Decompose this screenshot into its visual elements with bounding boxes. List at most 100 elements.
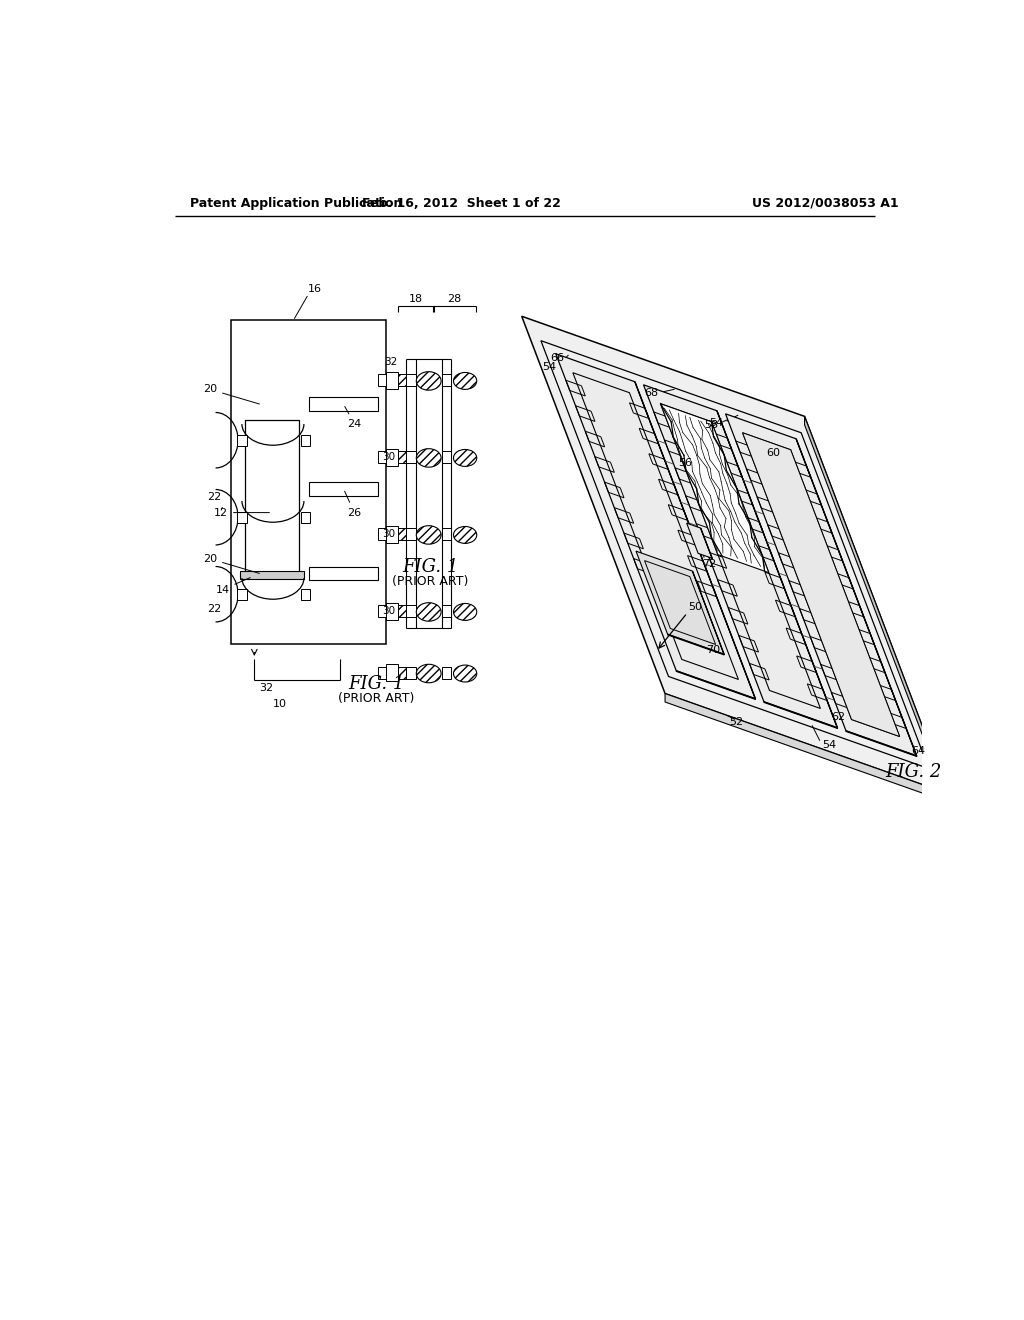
Text: 30: 30 xyxy=(382,606,395,616)
Bar xyxy=(386,525,398,543)
Polygon shape xyxy=(726,414,916,756)
Text: 54: 54 xyxy=(710,417,724,428)
Text: 56: 56 xyxy=(678,458,692,469)
Ellipse shape xyxy=(454,372,477,389)
Bar xyxy=(378,528,388,540)
Polygon shape xyxy=(687,523,713,558)
Text: 16: 16 xyxy=(308,284,322,294)
Polygon shape xyxy=(764,702,838,729)
Bar xyxy=(238,512,247,523)
Text: 30: 30 xyxy=(382,453,395,462)
Text: (PRIOR ART): (PRIOR ART) xyxy=(392,576,468,589)
Bar xyxy=(398,451,407,463)
Bar xyxy=(398,667,407,678)
Bar xyxy=(386,449,398,466)
Text: Patent Application Publication: Patent Application Publication xyxy=(190,197,402,210)
Text: FIG. 2: FIG. 2 xyxy=(885,763,941,781)
Text: 20: 20 xyxy=(203,384,259,404)
Text: FIG. 1: FIG. 1 xyxy=(402,557,459,576)
Ellipse shape xyxy=(454,449,477,466)
Bar xyxy=(238,589,247,599)
Bar xyxy=(407,605,416,618)
Ellipse shape xyxy=(454,527,477,544)
Ellipse shape xyxy=(417,603,441,622)
Bar xyxy=(407,374,416,387)
Text: 64: 64 xyxy=(911,746,926,756)
Bar xyxy=(442,605,452,618)
Text: 66: 66 xyxy=(550,352,564,363)
Ellipse shape xyxy=(417,449,441,467)
Text: (PRIOR ART): (PRIOR ART) xyxy=(338,693,414,705)
Bar xyxy=(398,605,407,618)
Bar xyxy=(442,374,452,387)
Bar xyxy=(407,451,416,463)
Bar xyxy=(308,397,378,411)
Polygon shape xyxy=(660,404,769,573)
Ellipse shape xyxy=(417,664,441,682)
Bar xyxy=(442,528,452,540)
Text: 72: 72 xyxy=(701,558,716,569)
Bar xyxy=(241,572,304,579)
Bar xyxy=(386,664,398,681)
Bar xyxy=(386,603,398,619)
Text: 12: 12 xyxy=(214,508,269,517)
Bar xyxy=(398,374,407,387)
Polygon shape xyxy=(521,317,948,793)
Ellipse shape xyxy=(417,525,441,544)
Text: 22: 22 xyxy=(207,603,221,614)
Polygon shape xyxy=(797,438,916,756)
Bar xyxy=(301,512,310,523)
Bar xyxy=(378,374,388,387)
Polygon shape xyxy=(846,731,916,756)
Bar xyxy=(407,667,416,678)
Bar xyxy=(308,566,378,581)
Text: 68: 68 xyxy=(644,388,658,399)
Bar xyxy=(378,451,388,463)
Text: US 2012/0038053 A1: US 2012/0038053 A1 xyxy=(753,197,899,210)
Text: 10: 10 xyxy=(273,698,287,709)
Text: 30: 30 xyxy=(382,529,395,539)
Text: FIG. 1: FIG. 1 xyxy=(348,675,404,693)
Bar xyxy=(442,451,452,463)
Bar xyxy=(407,528,416,540)
Bar xyxy=(301,434,310,446)
Polygon shape xyxy=(643,385,838,727)
Bar xyxy=(245,420,299,574)
Text: 20: 20 xyxy=(203,554,259,573)
Bar xyxy=(378,605,388,618)
Text: 52: 52 xyxy=(729,717,743,727)
Text: 32: 32 xyxy=(259,684,273,693)
Text: Feb. 16, 2012  Sheet 1 of 22: Feb. 16, 2012 Sheet 1 of 22 xyxy=(361,197,561,210)
Text: 22: 22 xyxy=(207,492,221,502)
Bar xyxy=(398,528,407,540)
Bar xyxy=(308,482,378,496)
Text: 50: 50 xyxy=(688,602,702,611)
Text: 28: 28 xyxy=(447,293,462,304)
Polygon shape xyxy=(717,411,838,729)
Polygon shape xyxy=(676,671,756,700)
Polygon shape xyxy=(805,416,948,803)
Text: 24: 24 xyxy=(345,407,361,429)
Text: 58: 58 xyxy=(703,420,718,429)
Polygon shape xyxy=(636,552,724,655)
Polygon shape xyxy=(556,354,756,698)
Polygon shape xyxy=(635,381,756,700)
Bar xyxy=(301,589,310,599)
Ellipse shape xyxy=(417,372,441,391)
Text: 54: 54 xyxy=(542,362,556,371)
Polygon shape xyxy=(668,634,724,655)
Ellipse shape xyxy=(454,603,477,620)
Polygon shape xyxy=(665,693,948,803)
Text: 14: 14 xyxy=(215,578,250,594)
Bar xyxy=(442,667,452,678)
Text: 18: 18 xyxy=(409,293,423,304)
Polygon shape xyxy=(692,572,724,655)
Bar xyxy=(231,321,386,644)
Ellipse shape xyxy=(454,665,477,682)
Text: 26: 26 xyxy=(345,491,361,517)
Polygon shape xyxy=(742,433,900,737)
Bar xyxy=(238,434,247,446)
Bar xyxy=(378,667,388,678)
Text: 62: 62 xyxy=(831,711,846,722)
Text: 70: 70 xyxy=(706,645,720,655)
